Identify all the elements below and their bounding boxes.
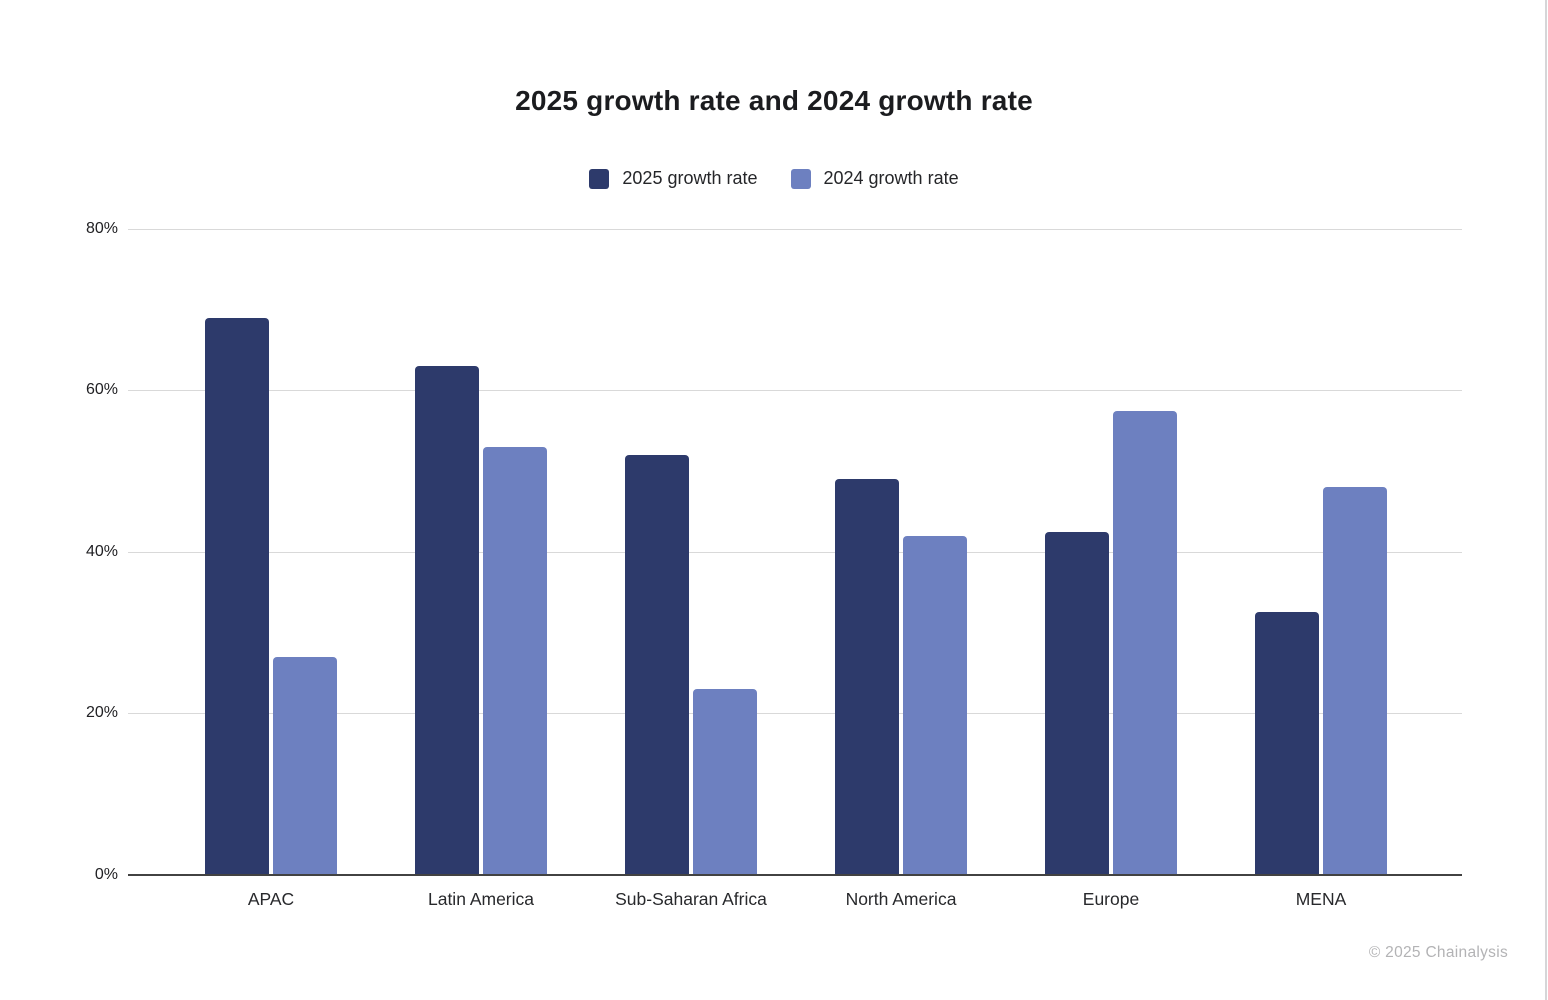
bar-2025-sub-saharan-africa [625,454,689,875]
y-tick-label: 40% [85,542,118,560]
gridline-20 [128,713,1462,715]
x-axis-label-latin-america: Latin America [427,889,535,909]
legend-item-2024: 2024 growth rate [790,168,959,189]
gridline-60 [128,390,1462,392]
bar-2024-europe [1113,410,1177,875]
legend-label-2025: 2025 growth rate [622,168,758,188]
bar-2024-sub-saharan-africa [693,688,757,875]
chart-title: 2025 growth rate and 2024 growth rate [515,85,1033,116]
bar-2025-apac [205,317,269,875]
x-axis-label-apac: APAC [247,889,295,909]
bar-2025-latin-america [415,366,479,875]
bar-2024-north-america [903,535,967,875]
bar-2024-mena [1323,487,1387,875]
gridline-80 [128,229,1462,230]
legend-swatch-2025-icon [589,168,610,189]
bar-2024-apac [273,656,337,875]
legend: 2025 growth rate 2024 growth rate [0,168,1548,189]
legend-swatch-2024-icon [790,168,811,189]
x-axis-label-europe: Europe [1082,889,1140,909]
legend-item-2025: 2025 growth rate [589,168,758,189]
right-edge-divider [1545,0,1547,1000]
x-axis-label-north-america: North America [845,889,957,909]
x-axis-label-sub-saharan-africa: Sub-Saharan Africa [615,889,767,909]
bar-2025-north-america [835,479,899,875]
bar-2025-mena [1255,612,1319,875]
y-tick-label: 0% [94,865,118,883]
x-axis-line [128,873,1462,876]
y-tick-label: 60% [85,381,118,399]
x-axis-label-mena: MENA [1295,889,1347,909]
legend-label-2024: 2024 growth rate [823,168,959,188]
gridline-40 [128,551,1462,553]
copyright-text: © 2025 Chainalysis [1368,944,1508,961]
y-tick-label: 20% [85,704,118,722]
bar-2024-latin-america [483,446,547,875]
y-tick-label: 80% [85,220,118,237]
bar-2025-europe [1045,531,1109,875]
